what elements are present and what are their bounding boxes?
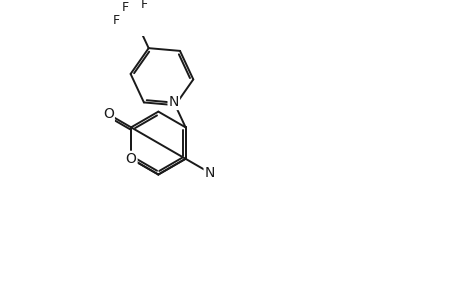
Text: F: F bbox=[112, 14, 120, 27]
Text: N: N bbox=[204, 166, 214, 180]
Text: O: O bbox=[103, 107, 113, 121]
Text: F: F bbox=[140, 0, 147, 11]
Text: N: N bbox=[168, 95, 179, 109]
Text: O: O bbox=[125, 152, 136, 166]
Text: F: F bbox=[122, 1, 129, 14]
